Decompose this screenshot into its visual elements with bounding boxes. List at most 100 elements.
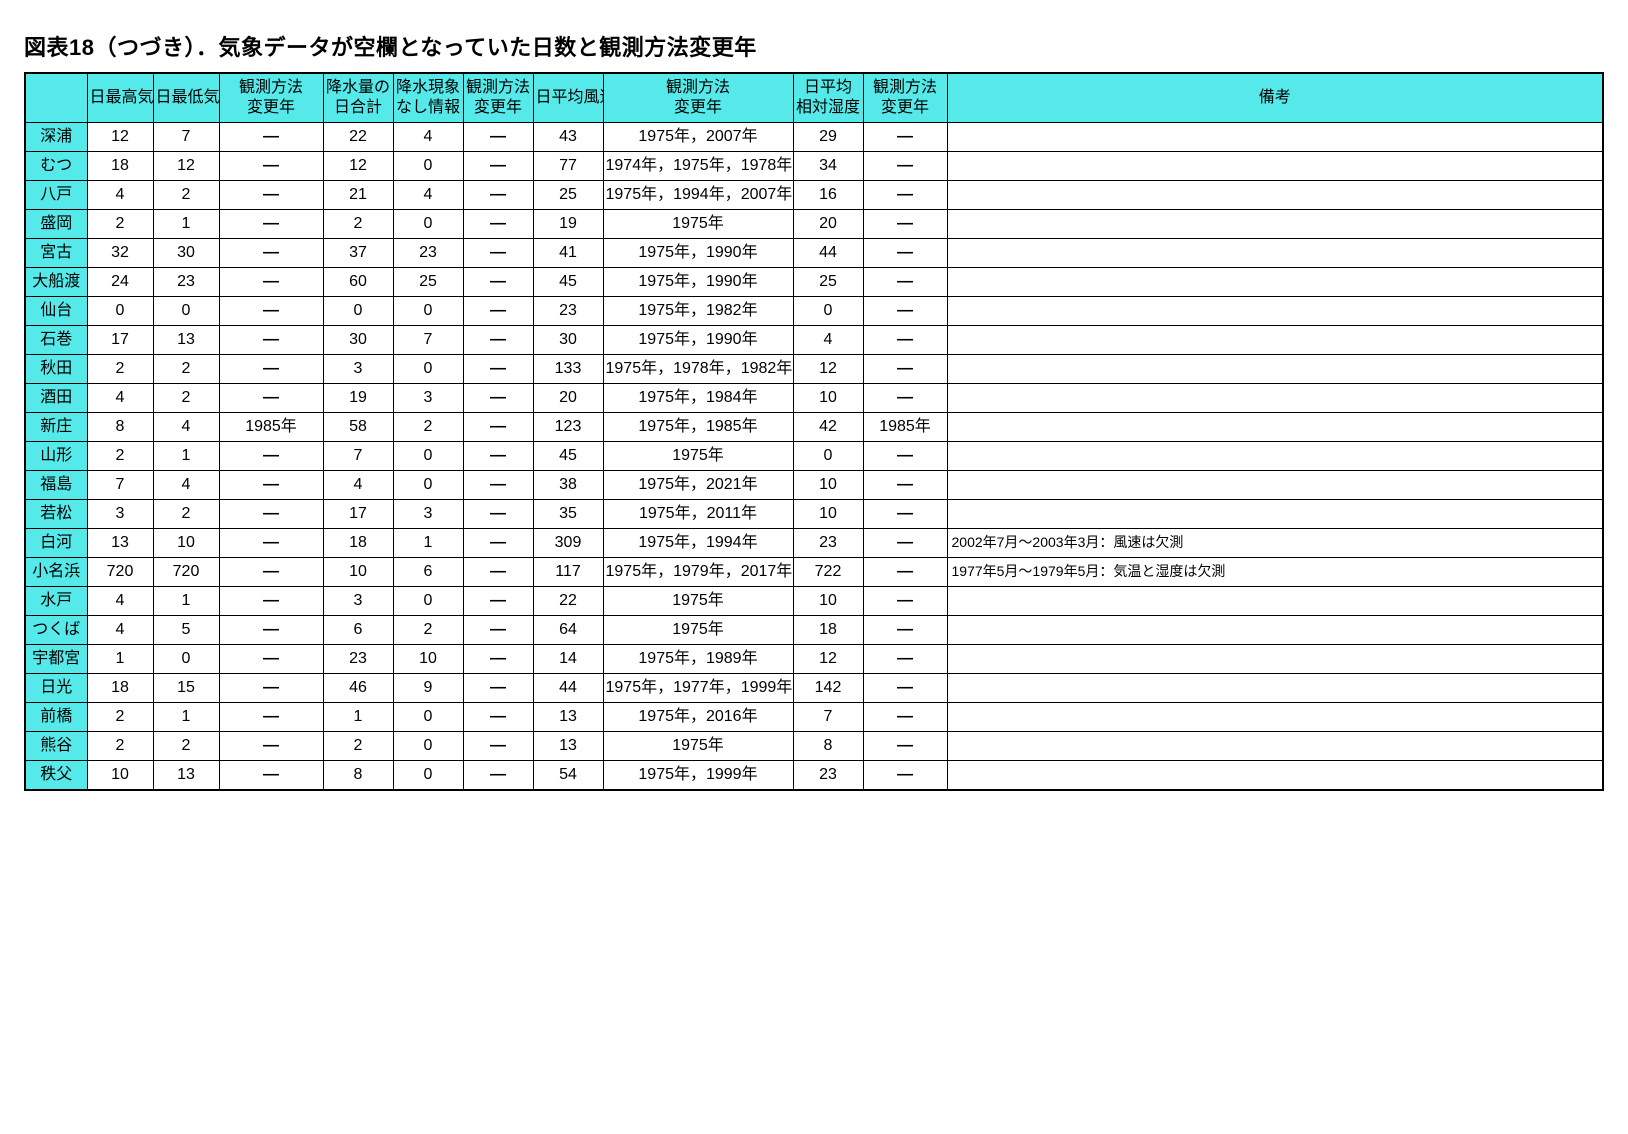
data-cell (947, 645, 1603, 674)
data-cell: — (863, 645, 947, 674)
data-cell: 20 (793, 210, 863, 239)
table-row: 宇都宮10—2310—141975年，1989年12— (25, 645, 1603, 674)
data-cell: 20 (533, 384, 603, 413)
table-row: 新庄841985年582—1231975年，1985年421985年 (25, 413, 1603, 442)
data-cell: 35 (533, 500, 603, 529)
data-cell (947, 384, 1603, 413)
table-body: 深浦127—224—431975年，2007年29—むつ1812—120—771… (25, 123, 1603, 791)
row-label: 水戸 (25, 587, 87, 616)
data-cell: 58 (323, 413, 393, 442)
data-cell (947, 587, 1603, 616)
table-row: 山形21—70—451975年0— (25, 442, 1603, 471)
row-label: 仙台 (25, 297, 87, 326)
data-cell: — (219, 761, 323, 791)
data-cell: 23 (153, 268, 219, 297)
data-cell: 19 (533, 210, 603, 239)
data-cell: — (463, 587, 533, 616)
table-row: 小名浜720720—106—1171975年，1979年，2017年722—19… (25, 558, 1603, 587)
data-cell: 0 (393, 703, 463, 732)
table-row: 仙台00—00—231975年，1982年0— (25, 297, 1603, 326)
data-cell: 1975年，1989年 (603, 645, 793, 674)
row-label: 新庄 (25, 413, 87, 442)
data-cell: 2 (87, 210, 153, 239)
data-cell: 1975年，1977年，1999年 (603, 674, 793, 703)
data-cell: 0 (793, 442, 863, 471)
row-label: 若松 (25, 500, 87, 529)
data-cell (947, 355, 1603, 384)
data-cell: 0 (153, 645, 219, 674)
data-cell: 3 (393, 384, 463, 413)
data-cell: 13 (153, 326, 219, 355)
data-cell: 19 (323, 384, 393, 413)
data-cell: 13 (533, 703, 603, 732)
data-cell: 123 (533, 413, 603, 442)
data-cell: — (463, 268, 533, 297)
data-cell: 6 (393, 558, 463, 587)
table-row: むつ1812—120—771974年，1975年，1978年，1999年34— (25, 152, 1603, 181)
data-cell: 37 (323, 239, 393, 268)
data-cell (947, 413, 1603, 442)
data-cell: 4 (87, 181, 153, 210)
data-cell: — (863, 210, 947, 239)
data-cell: 23 (323, 645, 393, 674)
table-row: 大船渡2423—6025—451975年，1990年25— (25, 268, 1603, 297)
column-header: 観測方法変更年 (219, 73, 323, 123)
column-header: 備考 (947, 73, 1603, 123)
data-cell: 14 (533, 645, 603, 674)
data-cell: 3 (323, 355, 393, 384)
data-cell: 12 (323, 152, 393, 181)
data-cell: — (463, 558, 533, 587)
data-cell: 720 (153, 558, 219, 587)
data-cell: 1975年，2021年 (603, 471, 793, 500)
data-cell: 1 (153, 210, 219, 239)
row-label: 八戸 (25, 181, 87, 210)
data-cell: 4 (793, 326, 863, 355)
data-cell: 25 (393, 268, 463, 297)
data-cell: — (219, 268, 323, 297)
data-cell: 1 (153, 442, 219, 471)
table-row: 若松32—173—351975年，2011年10— (25, 500, 1603, 529)
data-cell: 29 (793, 123, 863, 152)
data-cell: 1975年 (603, 442, 793, 471)
data-cell: 43 (533, 123, 603, 152)
data-cell: — (863, 239, 947, 268)
data-cell: 10 (793, 384, 863, 413)
row-label: 山形 (25, 442, 87, 471)
data-cell: 4 (153, 413, 219, 442)
data-cell: — (219, 326, 323, 355)
data-cell: 4 (323, 471, 393, 500)
data-cell: 18 (323, 529, 393, 558)
column-header: 日平均風速 (533, 73, 603, 123)
data-cell: — (463, 500, 533, 529)
row-label: むつ (25, 152, 87, 181)
data-cell: — (463, 471, 533, 500)
data-cell: — (219, 442, 323, 471)
table-row: 日光1815—469—441975年，1977年，1999年142— (25, 674, 1603, 703)
data-cell: 13 (87, 529, 153, 558)
column-header: 降水量の日合計 (323, 73, 393, 123)
data-cell: 1975年，1985年 (603, 413, 793, 442)
data-cell: 42 (793, 413, 863, 442)
data-cell: — (463, 442, 533, 471)
data-cell: 1 (153, 587, 219, 616)
data-cell (947, 268, 1603, 297)
data-cell: 1 (393, 529, 463, 558)
row-label: つくば (25, 616, 87, 645)
data-cell: — (863, 674, 947, 703)
data-cell: 1975年，1984年 (603, 384, 793, 413)
data-cell (947, 210, 1603, 239)
data-cell: — (863, 152, 947, 181)
data-cell: — (863, 326, 947, 355)
data-cell: 32 (87, 239, 153, 268)
data-cell: 0 (393, 587, 463, 616)
data-cell: 44 (533, 674, 603, 703)
data-cell: 0 (393, 442, 463, 471)
data-cell: 10 (153, 529, 219, 558)
data-cell: 117 (533, 558, 603, 587)
data-cell: 10 (323, 558, 393, 587)
data-cell: 0 (393, 761, 463, 791)
data-cell: 1977年5月～1979年5月：気温と湿度は欠測 (947, 558, 1603, 587)
row-label: 熊谷 (25, 732, 87, 761)
data-cell: — (219, 152, 323, 181)
table-row: 水戸41—30—221975年10— (25, 587, 1603, 616)
